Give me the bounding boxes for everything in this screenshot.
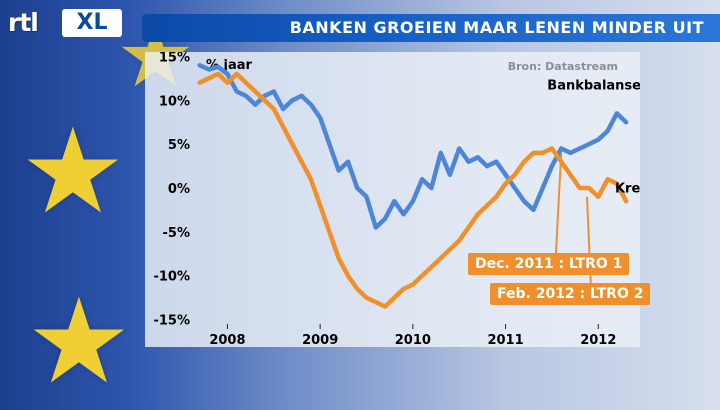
annotation-ltro1: Dec. 2011 : LTRO 1 <box>468 253 630 275</box>
annotation-pointer <box>586 196 593 289</box>
y-tick-label: 15% <box>159 52 190 65</box>
x-tick-label: 2012 <box>580 333 616 347</box>
series-line-krediet <box>197 71 629 309</box>
xl-logo-text: XL <box>62 9 122 37</box>
y-tick-label: -5% <box>163 226 190 241</box>
source-label: Bron: Datastream <box>508 60 618 73</box>
eu-flag-star: ★ <box>26 272 132 410</box>
rtl-logo-text: rtl <box>8 8 39 37</box>
y-tick-label: 0% <box>168 182 190 197</box>
y-tick-label: -10% <box>153 270 190 285</box>
eu-flag-star: ★ <box>20 102 126 240</box>
x-tick-label: 2008 <box>209 333 245 347</box>
series-line-bankbalansen <box>197 62 629 230</box>
line-chart: 15% 10% 5% 0% -5% -10% -15% 2008 2009 2010 2011 201… <box>153 52 640 347</box>
x-tick-label: 2011 <box>487 333 523 347</box>
annotation-pointer <box>554 152 563 268</box>
annotation-ltro2: Feb. 2012 : LTRO 2 <box>490 283 651 305</box>
y-tick-label: 5% <box>168 138 190 153</box>
rtl-xl-logo: rtl XL <box>8 6 125 40</box>
y-tick-label: -15% <box>153 314 190 329</box>
title-banner: BANKEN GROEIEN MAAR LENEN MINDER UIT <box>142 14 720 42</box>
x-tick-label: 2009 <box>302 333 338 347</box>
chart-panel: 15% 10% 5% 0% -5% -10% -15% 2008 2009 2010 2011 201… <box>145 52 640 347</box>
x-tick-label: 2010 <box>395 333 431 347</box>
y-tick-label: 10% <box>159 94 190 109</box>
unit-label: % jaar <box>206 58 253 73</box>
series-label: Krediet <box>615 181 640 196</box>
series-label: Bankbalansen Eurozone <box>547 79 640 94</box>
chart-title: BANKEN GROEIEN MAAR LENEN MINDER UIT <box>289 18 704 37</box>
